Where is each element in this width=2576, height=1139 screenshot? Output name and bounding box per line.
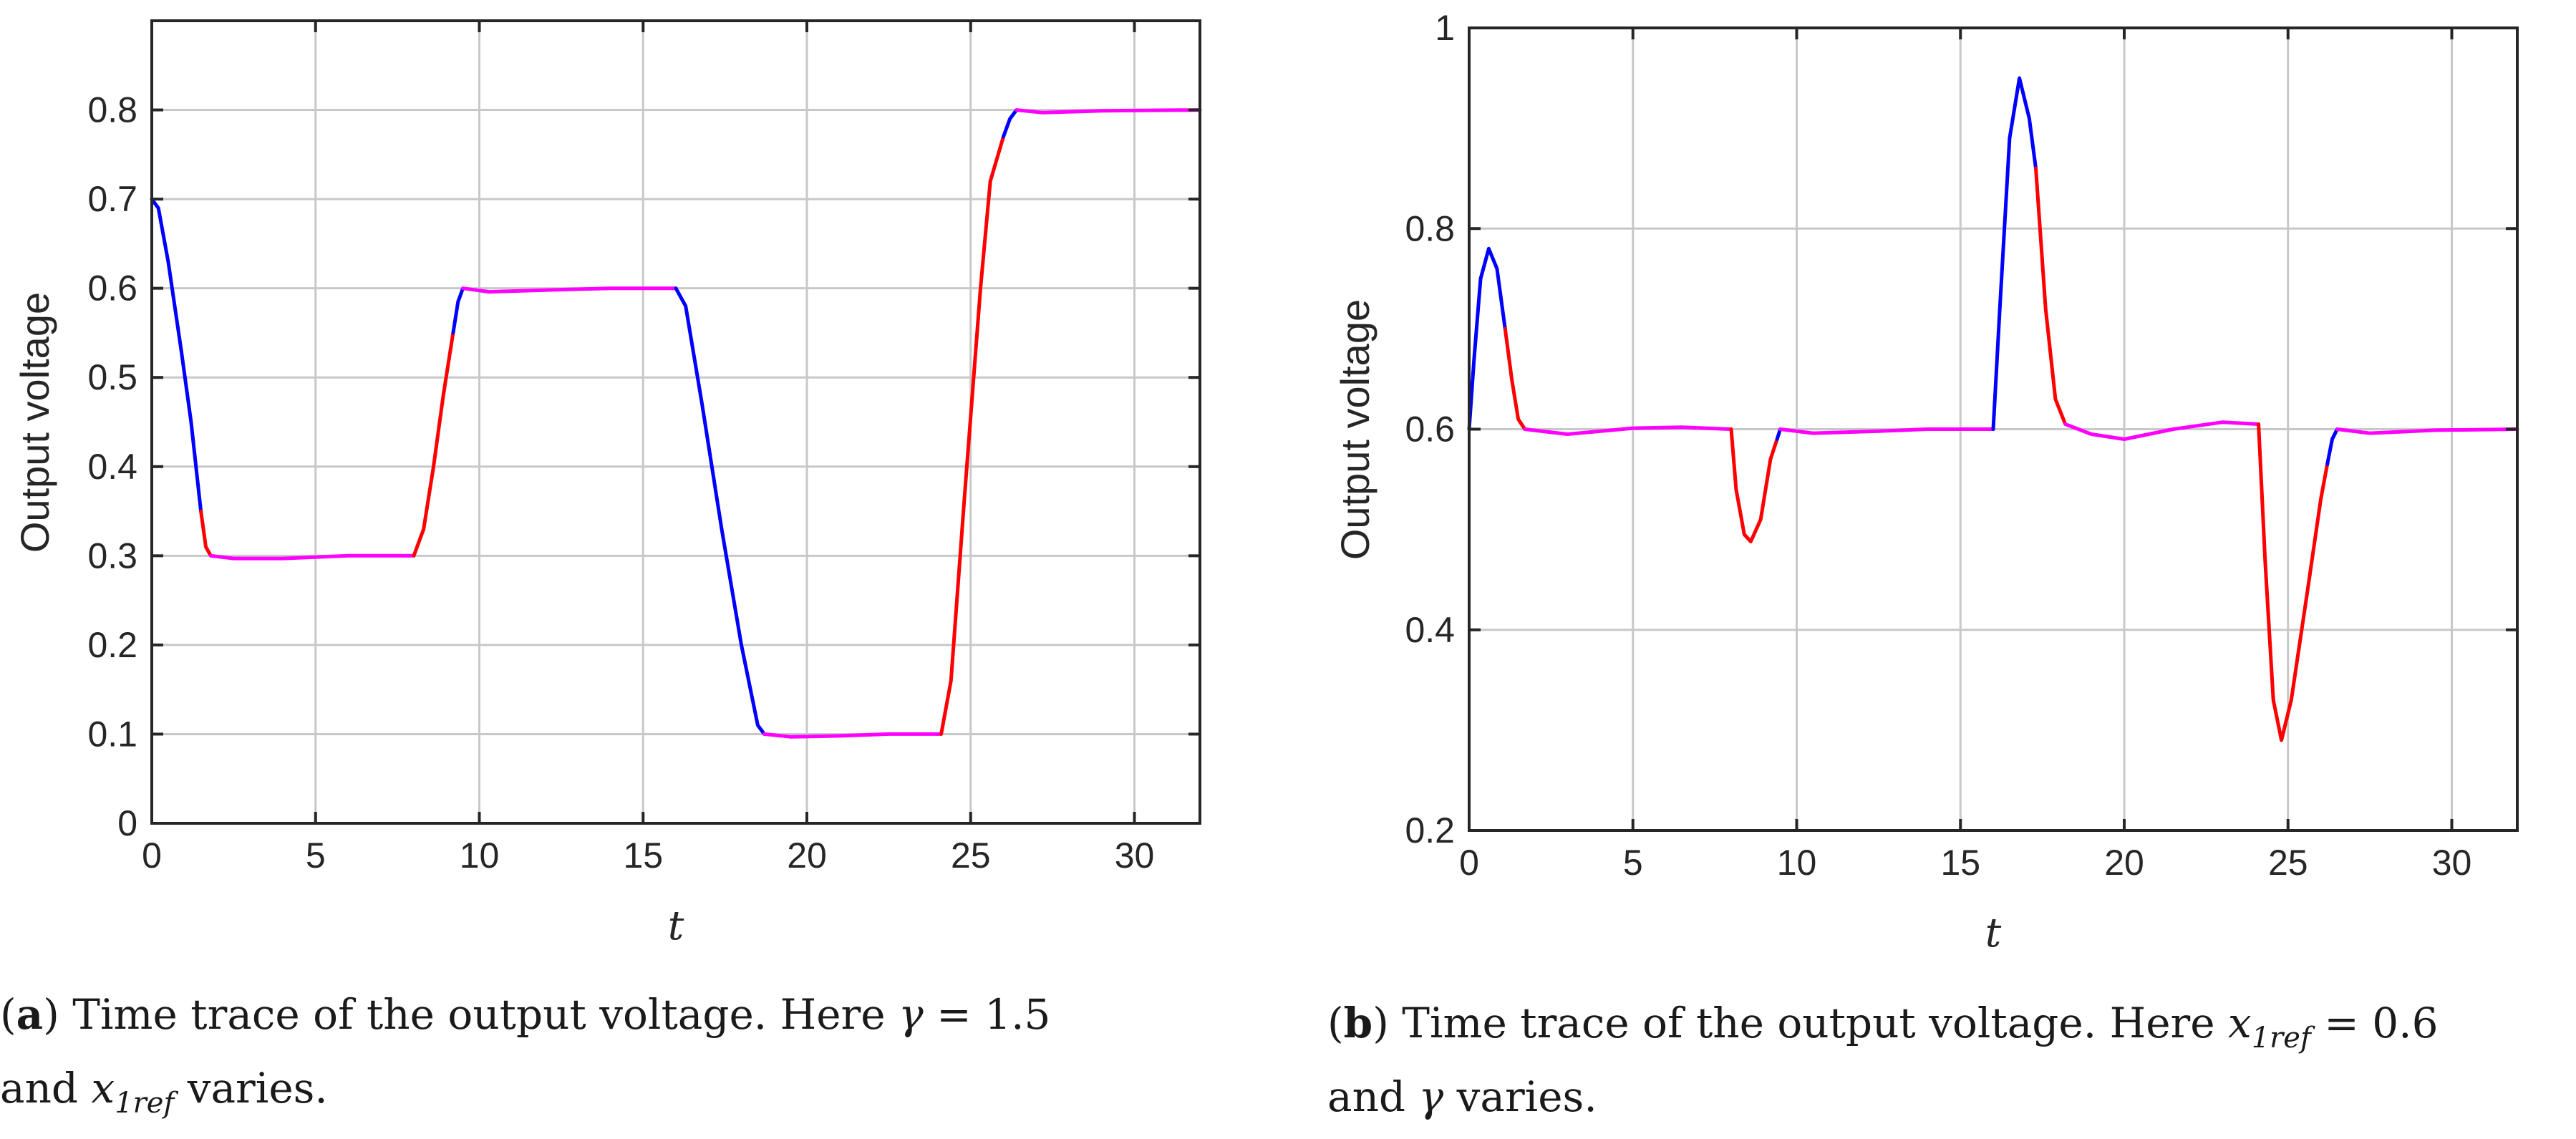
chart-a-ticks: 0 5 10 15 20 25 30 0 0.1 0.2 0.3 0.4 0.5 0.6 0.7 0.8	[87, 21, 1200, 876]
chart-b-segment-1-red	[1503, 326, 1527, 431]
caption-b-line2: and γ varies.	[1327, 1072, 1597, 1121]
chart-a-xtick-label-2: 10	[460, 835, 500, 876]
chart-a-segment-1-red	[199, 509, 213, 558]
caption-b-tail: varies.	[1443, 1072, 1597, 1121]
chart-b-xlabel: t	[1985, 910, 2002, 956]
chart-b-segment-3-red	[1729, 427, 1779, 543]
chart-b-segment-8-magenta	[2063, 420, 2261, 441]
chart-a-ytick-label-3: 0.3	[87, 535, 137, 576]
chart-b-xtick-label-0: 0	[1459, 843, 1479, 883]
chart-a-ytick-label-6: 0.6	[87, 268, 137, 309]
chart-a-xtick-label-1: 5	[306, 835, 326, 876]
chart-b-ylabel: Output voltage	[1332, 299, 1377, 560]
chart-b-segment-5-magenta	[1778, 427, 1995, 435]
caption-b-sub: 1ref	[2252, 1022, 2315, 1055]
caption-a-sub: 1ref	[115, 1087, 178, 1120]
chart-b-xtick-label-2: 10	[1777, 843, 1817, 883]
caption-b-text: ) Time trace of the output voltage. Here	[1372, 999, 2228, 1047]
caption-b-and: and	[1327, 1072, 1419, 1121]
caption-b-line1: (b) Time trace of the output voltage. He…	[1327, 999, 2439, 1055]
chart-a-plot-frame	[150, 19, 1201, 825]
chart-b-xtick-label-3: 15	[1940, 843, 1980, 883]
chart-a-ytick-label-7: 0.7	[87, 179, 137, 219]
chart-a-segment-2-magenta	[208, 553, 416, 561]
chart-b-ytick-label-0: 0.2	[1405, 810, 1455, 850]
chart-a-xtick-label-5: 25	[951, 835, 991, 876]
caption-a-line2: and x1ref varies.	[0, 1064, 328, 1120]
chart-b-segment-2-magenta	[1523, 425, 1733, 436]
chart-a-xlabel: t	[668, 903, 684, 949]
chart-b-xtick-label-1: 5	[1623, 843, 1643, 883]
caption-a-eq: = 1.5	[924, 990, 1051, 1039]
chart-a-xtick-label-0: 0	[142, 835, 162, 876]
chart-a-segment-4-blue	[451, 286, 465, 335]
chart-a-segment-6-blue	[674, 286, 766, 736]
caption-a-gamma: γ	[899, 990, 924, 1039]
chart-a: 0 5 10 15 20 25 30 0 0.1 0.2 0.3 0.4 0.5 0.6 0.7 0.8 Ou…	[12, 19, 1202, 949]
chart-a-ytick-label-2: 0.2	[87, 625, 137, 665]
chart-a-segment-3-red	[412, 331, 455, 558]
chart-a-segment-9-blue	[1002, 108, 1019, 139]
caption-b-label: b	[1344, 999, 1373, 1047]
caption-a-paren: (	[0, 990, 16, 1039]
chart-b: 0 5 10 15 20 25 30 0.2 0.4 0.6 0.8 1 Output voltage…	[1332, 8, 2519, 956]
chart-b-series	[1467, 76, 2519, 742]
chart-a-ylabel: Output voltage	[12, 292, 57, 553]
chart-b-segment-7-red	[2034, 166, 2068, 426]
chart-a-ytick-label-8: 0.8	[87, 90, 137, 130]
chart-b-xtick-label-5: 25	[2268, 843, 2308, 883]
chart-b-segment-11-magenta	[2335, 427, 2519, 435]
caption-a-var: x	[92, 1064, 115, 1113]
caption-b-paren: (	[1327, 999, 1344, 1047]
chart-b-ticks: 0 5 10 15 20 25 30 0.2 0.4 0.6 0.8 1	[1405, 8, 2517, 883]
caption-a-text: ) Time trace of the output voltage. Here	[43, 990, 899, 1039]
chart-b-segment-0-blue	[1467, 246, 1507, 431]
chart-b-segment-10-blue	[2325, 427, 2339, 466]
chart-b-xtick-label-4: 20	[2104, 843, 2144, 883]
chart-a-xtick-label-4: 20	[787, 835, 827, 876]
caption-a-label: a	[16, 990, 44, 1039]
caption-a-line1: (a) Time trace of the output voltage. He…	[0, 990, 1050, 1039]
chart-b-xtick-label-6: 30	[2432, 843, 2472, 883]
chart-b-ytick-label-3: 0.8	[1405, 208, 1455, 248]
chart-a-ytick-label-1: 0.1	[87, 714, 137, 754]
chart-a-segment-7-magenta	[762, 732, 944, 739]
chart-b-ytick-label-1: 0.4	[1405, 610, 1455, 650]
chart-a-segment-5-magenta	[461, 286, 678, 294]
chart-a-xtick-label-3: 15	[623, 835, 663, 876]
caption-b-gamma: γ	[1419, 1072, 1444, 1121]
caption-a-and: and	[0, 1064, 92, 1113]
chart-a-grid	[152, 21, 1200, 823]
chart-a-ytick-label-0: 0	[117, 803, 137, 843]
caption-b-var: x	[2228, 999, 2252, 1047]
chart-a-segment-8-red	[939, 135, 1005, 736]
chart-b-segment-9-red	[2257, 422, 2330, 742]
chart-a-xtick-label-6: 30	[1115, 835, 1155, 876]
chart-a-series	[150, 108, 1202, 739]
chart-b-segment-6-blue	[1991, 76, 2038, 431]
chart-b-ytick-label-4: 1	[1435, 8, 1455, 48]
chart-a-segment-10-magenta	[1015, 108, 1202, 115]
caption-a-tail: varies.	[174, 1064, 328, 1113]
chart-a-segment-0-blue	[150, 197, 203, 513]
chart-a-ytick-label-4: 0.4	[87, 447, 137, 487]
chart-a-ytick-label-5: 0.5	[87, 357, 137, 397]
caption-b-eq: = 0.6	[2311, 999, 2439, 1047]
chart-b-ytick-label-2: 0.6	[1405, 409, 1455, 450]
